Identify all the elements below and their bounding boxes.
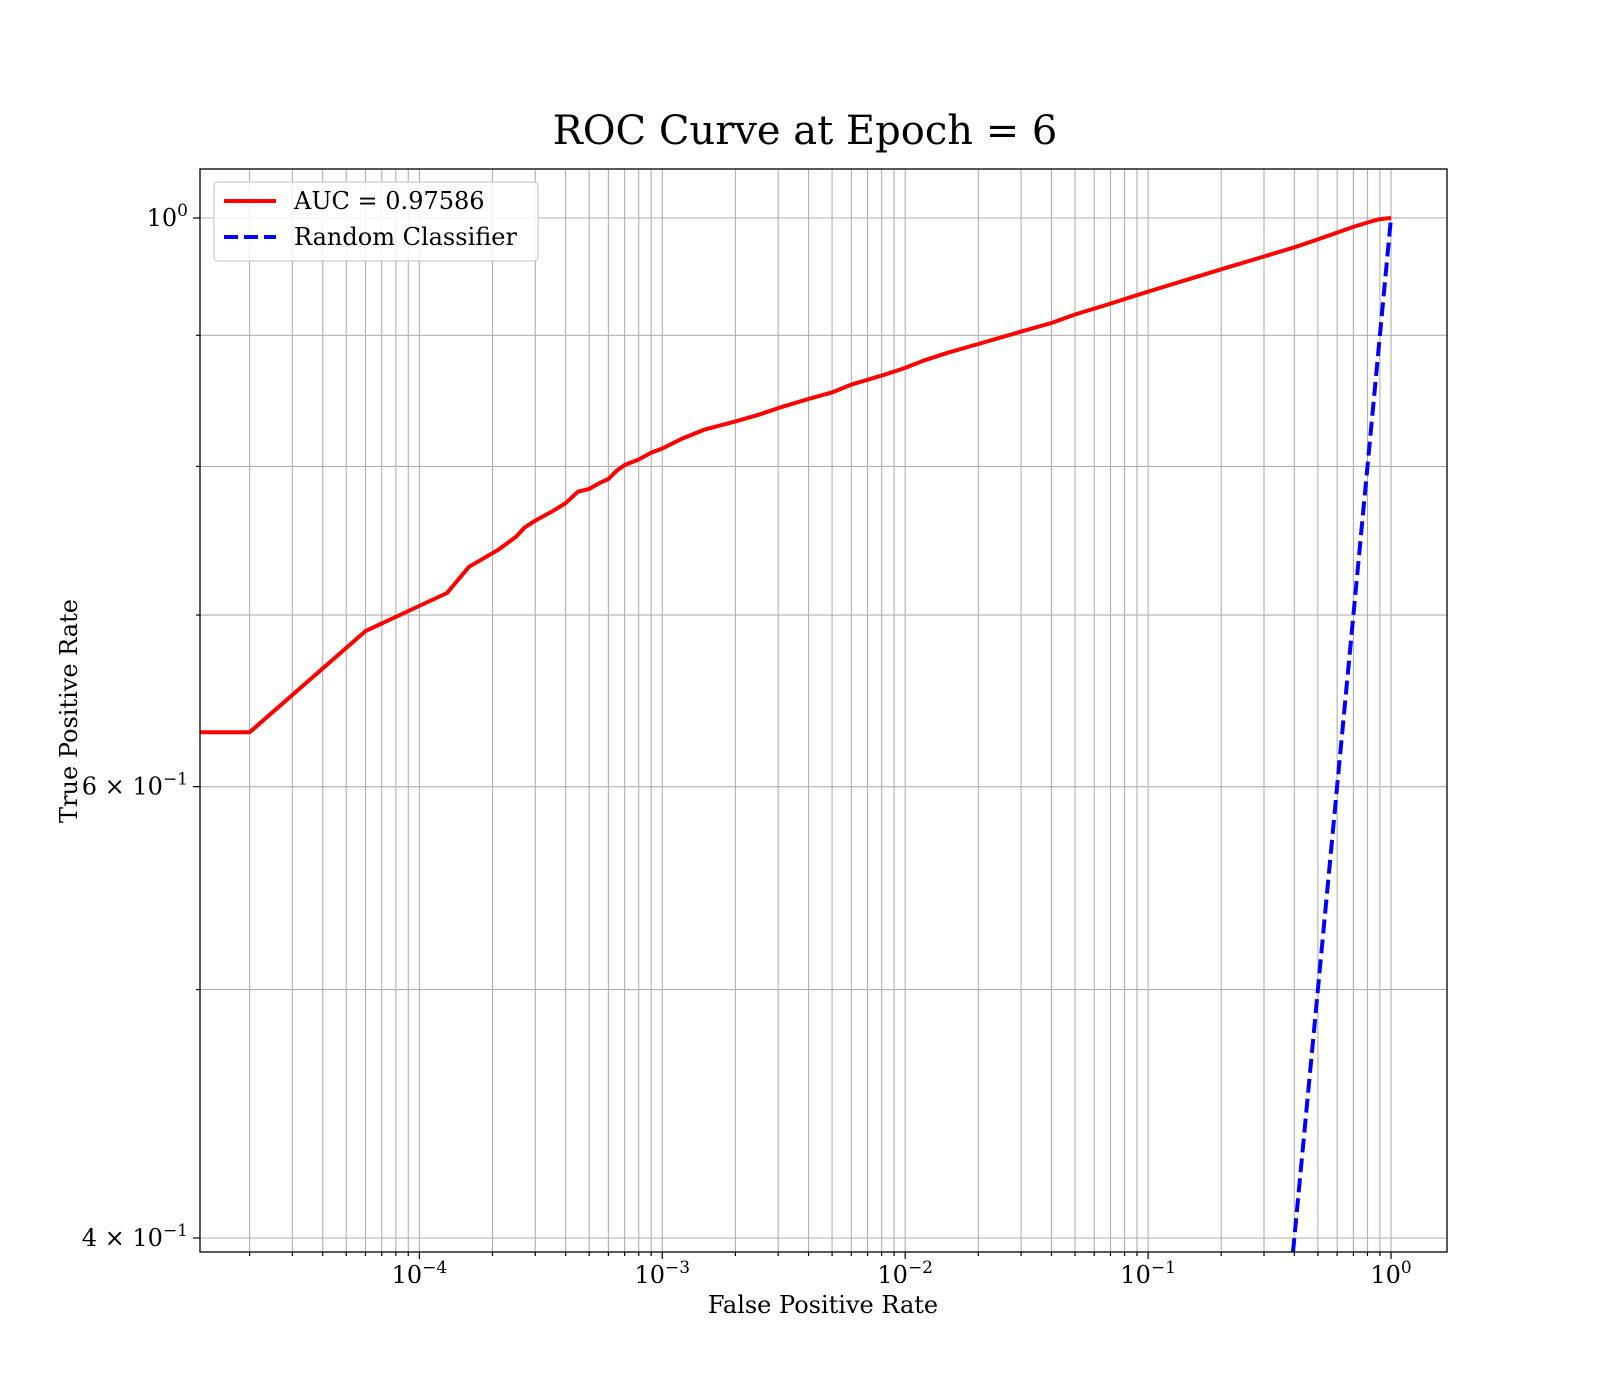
legend: AUC = 0.97586 Random Classifier bbox=[213, 181, 539, 262]
grid bbox=[200, 169, 1447, 1252]
y-axis-label: True Positive Rate bbox=[55, 599, 83, 823]
chart-title: ROC Curve at Epoch = 6 bbox=[553, 108, 1058, 154]
legend-box bbox=[213, 181, 539, 262]
x-tick-label: 10−1 bbox=[1120, 1258, 1176, 1289]
legend-label-random: Random Classifier bbox=[294, 223, 517, 251]
x-tick-label: 10−4 bbox=[392, 1258, 448, 1289]
y-tick-label: 100 bbox=[147, 201, 188, 232]
plot-area bbox=[200, 169, 1447, 1252]
roc-curve-line bbox=[200, 216, 1392, 735]
series-layer bbox=[200, 216, 1393, 1252]
y-tick-label: 4 × 10−1 bbox=[82, 1221, 188, 1252]
x-axis-label: False Positive Rate bbox=[708, 1291, 938, 1319]
x-tick-label: 10−2 bbox=[877, 1258, 933, 1289]
legend-label-auc: AUC = 0.97586 bbox=[293, 187, 485, 215]
plot-frame bbox=[199, 168, 1448, 1253]
x-tick-label: 10−3 bbox=[634, 1258, 690, 1289]
y-tick-label: 6 × 10−1 bbox=[82, 770, 188, 801]
random-classifier-line bbox=[1291, 217, 1393, 1252]
ticks: 10−4 10−3 10−2 10−1 100 100 6 × 10−1 4 × 10−1 bbox=[82, 201, 1412, 1289]
x-tick-label: 100 bbox=[1370, 1258, 1411, 1289]
